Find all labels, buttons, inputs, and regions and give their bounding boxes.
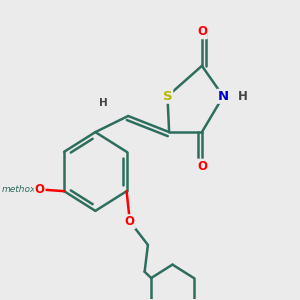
Text: methoxy: methoxy (2, 185, 41, 194)
Text: O: O (34, 183, 45, 196)
Text: H: H (99, 98, 108, 108)
Text: O: O (125, 215, 135, 228)
Text: S: S (163, 90, 172, 103)
Text: N: N (218, 90, 229, 103)
Text: H: H (238, 90, 248, 103)
Text: O: O (197, 25, 207, 38)
Text: O: O (197, 160, 207, 172)
